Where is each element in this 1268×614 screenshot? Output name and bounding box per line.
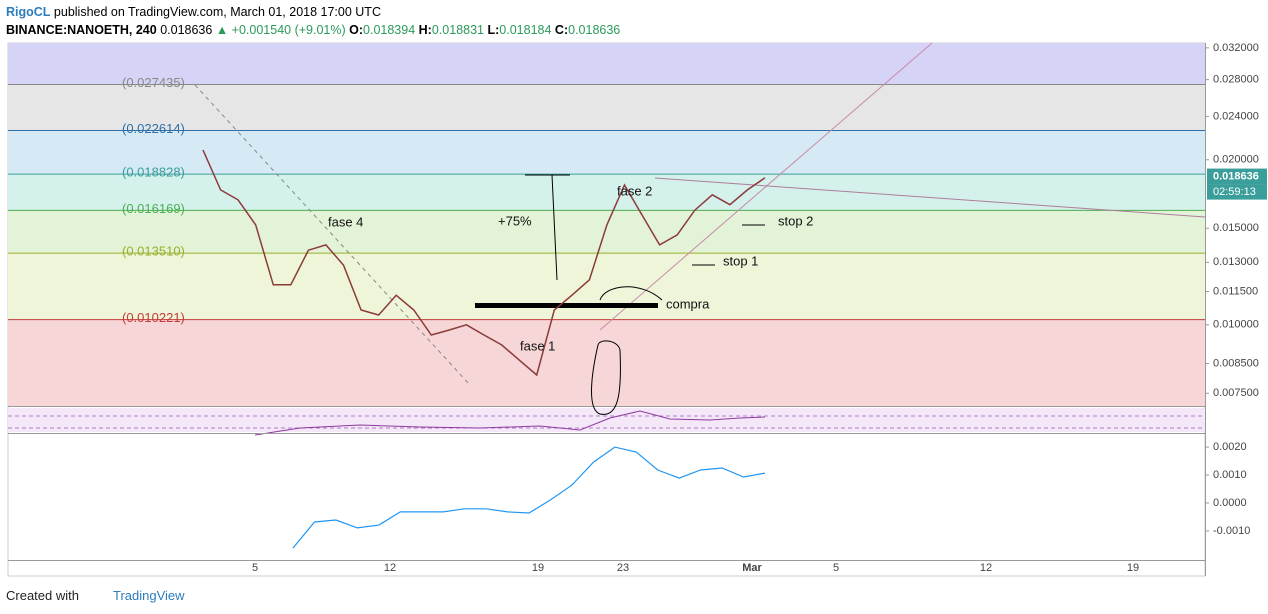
annotation: fase 2 bbox=[617, 183, 652, 198]
ohlc-label: H: bbox=[418, 23, 432, 37]
symbol-line: BINANCE:NANOETH, 240 0.018636 ▲ +0.00154… bbox=[6, 21, 620, 39]
gain-bracket bbox=[525, 174, 570, 281]
fib-band bbox=[8, 253, 1205, 320]
annotation: fase 4 bbox=[328, 214, 363, 229]
trend-line bbox=[654, 177, 1206, 218]
x-tick-label: 5 bbox=[833, 562, 839, 574]
y-tick-label: 0.015000 bbox=[1213, 222, 1259, 234]
x-tick-label: 12 bbox=[384, 562, 396, 574]
ohlc-value: 0.018831 bbox=[431, 23, 484, 37]
y-tick-label: 0.008500 bbox=[1213, 357, 1259, 369]
annotation: stop 2 bbox=[778, 213, 813, 228]
fib-label: (0.022614) bbox=[122, 121, 185, 136]
rsi-line bbox=[254, 410, 766, 436]
annotation: stop 1 bbox=[723, 253, 758, 268]
ohlc-value: 0.018636 bbox=[568, 23, 621, 37]
x-tick-label: 19 bbox=[1127, 562, 1139, 574]
fib-label: (0.013510) bbox=[122, 244, 185, 259]
y-tick-label: 0.011500 bbox=[1213, 285, 1258, 297]
created-with: Created with bbox=[6, 588, 79, 603]
last-price: 0.018636 bbox=[1213, 170, 1259, 182]
trend-line bbox=[194, 84, 471, 386]
ohlc-value: 0.018394 bbox=[363, 23, 416, 37]
fib-label: (0.027435) bbox=[122, 75, 185, 90]
symbol: BINANCE:NANOETH, 240 bbox=[6, 23, 157, 37]
macd-line bbox=[292, 446, 766, 549]
y-tick-label: 0.013000 bbox=[1213, 256, 1259, 268]
y-tick-label: 0.007500 bbox=[1213, 387, 1259, 399]
last-price-box bbox=[1207, 168, 1267, 185]
last: 0.018636 bbox=[160, 23, 213, 37]
fib-band bbox=[8, 210, 1205, 254]
y-tick-label: 0.032000 bbox=[1213, 42, 1259, 54]
ohlc-label: L: bbox=[487, 23, 500, 37]
x-tick-label: 12 bbox=[980, 562, 992, 574]
fib-band bbox=[8, 319, 1205, 406]
x-tick-label: 19 bbox=[532, 562, 544, 574]
fib-band bbox=[8, 43, 1205, 85]
fib-label: (0.018828) bbox=[122, 165, 185, 180]
fib-band bbox=[8, 84, 1205, 131]
x-tick-label: 5 bbox=[252, 562, 258, 574]
change: ▲ +0.001540 (+9.01%) bbox=[215, 23, 346, 37]
price-line bbox=[202, 149, 766, 377]
y-tick-label: 0.010000 bbox=[1213, 319, 1259, 331]
annotation: compra bbox=[666, 296, 710, 311]
ohlc-label: O: bbox=[349, 23, 364, 37]
countdown-box bbox=[1207, 184, 1267, 200]
author: RigoCL bbox=[6, 5, 51, 19]
y-tick-label: 0.0020 bbox=[1213, 441, 1247, 453]
trend-line bbox=[599, 42, 933, 331]
y-tick-label: 0.0000 bbox=[1213, 497, 1247, 509]
plot: (0.027435) (0.022614) (0.018828) (0.016169)… bbox=[122, 42, 1267, 574]
x-tick-label: 23 bbox=[617, 562, 629, 574]
y-tick-label: 0.0010 bbox=[1213, 469, 1247, 481]
countdown: 02:59:13 bbox=[1213, 186, 1256, 198]
published: published on TradingView.com, March 01, … bbox=[53, 5, 381, 19]
fib-label: (0.010221) bbox=[122, 310, 185, 325]
ohlc-value: 0.018184 bbox=[499, 23, 552, 37]
y-tick-label: 0.024000 bbox=[1213, 110, 1259, 122]
pen-stroke bbox=[599, 286, 663, 301]
footer: Created with TradingView bbox=[6, 588, 185, 603]
fib-band bbox=[8, 130, 1205, 175]
annotation: fase 1 bbox=[520, 338, 555, 353]
ohlc-label: C: bbox=[554, 23, 569, 37]
y-tick-label: -0.0010 bbox=[1213, 525, 1250, 537]
fib-bands bbox=[8, 43, 1205, 406]
y-tick-label: 0.020000 bbox=[1213, 154, 1259, 166]
brand: TradingView bbox=[112, 588, 185, 603]
annotation: +75% bbox=[498, 213, 532, 228]
header: RigoCL published on TradingView.com, Mar… bbox=[6, 3, 620, 39]
header-line: RigoCL published on TradingView.com, Mar… bbox=[6, 3, 620, 21]
fib-label: (0.016169) bbox=[122, 201, 185, 216]
highlight-circle bbox=[591, 340, 621, 415]
fib-band bbox=[8, 174, 1205, 211]
x-tick-label: Mar bbox=[742, 562, 762, 574]
y-tick-label: 0.028000 bbox=[1213, 74, 1259, 86]
